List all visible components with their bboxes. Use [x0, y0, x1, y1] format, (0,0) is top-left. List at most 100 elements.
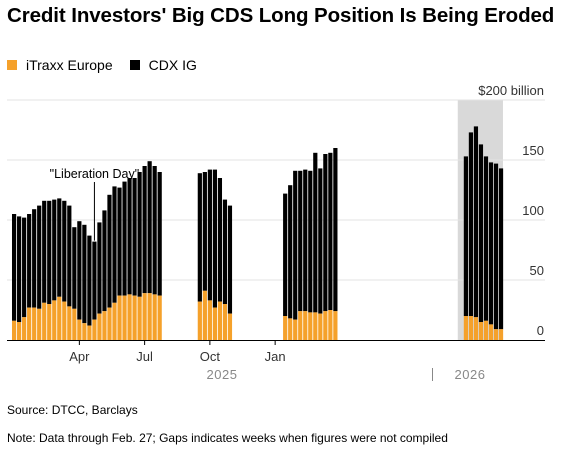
- bar-cdx-ig: [132, 178, 137, 296]
- bar-cdx-ig: [463, 156, 468, 316]
- bar-itraxx-europe: [207, 300, 212, 340]
- bar-cdx-ig: [42, 200, 47, 303]
- bar-itraxx-europe: [17, 322, 22, 340]
- bar-cdx-ig: [77, 221, 82, 320]
- bar-itraxx-europe: [227, 313, 233, 340]
- bar-itraxx-europe: [473, 317, 479, 340]
- bar-itraxx-europe: [42, 302, 47, 340]
- bar-itraxx-europe: [27, 307, 32, 340]
- bar-itraxx-europe: [313, 312, 318, 340]
- bar-cdx-ig: [22, 217, 27, 318]
- bar-cdx-ig: [112, 186, 117, 303]
- bar-cdx-ig: [222, 199, 228, 304]
- x-tick-label: Oct: [200, 349, 221, 364]
- year-label-2025: 2025: [207, 367, 238, 382]
- x-tick-label: Jan: [265, 349, 286, 364]
- bar-itraxx-europe: [97, 313, 102, 340]
- bar-cdx-ig: [67, 205, 72, 307]
- y-tick-label: $200 billion: [478, 83, 544, 98]
- bar-itraxx-europe: [127, 294, 132, 340]
- bar-cdx-ig: [137, 172, 142, 297]
- bar-itraxx-europe: [197, 301, 202, 340]
- x-tick-label: Apr: [69, 349, 90, 364]
- y-tick-label: 100: [522, 203, 544, 218]
- bar-cdx-ig: [318, 168, 323, 314]
- bar-itraxx-europe: [132, 295, 137, 340]
- bar-cdx-ig: [207, 169, 212, 301]
- legend-label-cdx: CDX IG: [148, 57, 197, 73]
- bar-itraxx-europe: [202, 290, 207, 340]
- bar-cdx-ig: [323, 154, 328, 312]
- bar-itraxx-europe: [142, 293, 147, 340]
- bar-itraxx-europe: [52, 300, 57, 340]
- bar-cdx-ig: [117, 187, 122, 296]
- bar-itraxx-europe: [498, 329, 504, 340]
- bar-cdx-ig: [57, 198, 62, 297]
- bar-cdx-ig: [17, 216, 22, 322]
- bar-itraxx-europe: [107, 307, 112, 340]
- bar-cdx-ig: [328, 152, 333, 310]
- bar-itraxx-europe: [463, 316, 468, 340]
- legend: iTraxx Europe CDX IG: [7, 56, 214, 74]
- bar-cdx-ig: [298, 170, 303, 312]
- bar-cdx-ig: [127, 178, 132, 295]
- legend-label-itraxx: iTraxx Europe: [26, 57, 113, 73]
- bar-cdx-ig: [147, 161, 152, 294]
- bar-itraxx-europe: [483, 320, 489, 340]
- bar-cdx-ig: [212, 169, 217, 308]
- bar-cdx-ig: [308, 170, 313, 313]
- bar-cdx-ig: [12, 214, 17, 321]
- bar-itraxx-europe: [318, 313, 323, 340]
- bar-itraxx-europe: [323, 311, 328, 340]
- bar-cdx-ig: [303, 169, 308, 312]
- source-note: Source: DTCC, Barclays: [7, 403, 138, 417]
- bar-itraxx-europe: [478, 322, 484, 340]
- bar-cdx-ig: [37, 205, 42, 309]
- bar-itraxx-europe: [308, 312, 313, 340]
- legend-item-cdx: CDX IG: [129, 57, 197, 73]
- bar-itraxx-europe: [333, 311, 338, 340]
- bar-cdx-ig: [473, 126, 479, 318]
- bar-cdx-ig: [62, 200, 67, 302]
- bar-cdx-ig: [498, 168, 504, 330]
- bar-itraxx-europe: [217, 301, 223, 340]
- x-tick-label: Jul: [136, 349, 153, 364]
- year-label-2026: 2026: [455, 367, 486, 382]
- bar-cdx-ig: [32, 209, 37, 308]
- bar-cdx-ig: [478, 144, 484, 322]
- bar-cdx-ig: [47, 200, 52, 304]
- bar-itraxx-europe: [157, 295, 162, 340]
- legend-swatch-cdx: [129, 60, 140, 70]
- bar-itraxx-europe: [47, 304, 52, 340]
- bar-itraxx-europe: [112, 302, 117, 340]
- bar-itraxx-europe: [77, 319, 82, 340]
- bar-itraxx-europe: [222, 304, 228, 340]
- bar-cdx-ig: [493, 163, 499, 330]
- bar-itraxx-europe: [288, 318, 293, 340]
- bar-cdx-ig: [97, 222, 102, 314]
- bar-itraxx-europe: [12, 320, 17, 340]
- bar-cdx-ig: [27, 214, 32, 308]
- footnote: Note: Data through Feb. 27; Gaps indicat…: [7, 431, 448, 445]
- bar-itraxx-europe: [293, 319, 298, 340]
- bar-cdx-ig: [217, 178, 223, 302]
- bar-cdx-ig: [87, 235, 92, 326]
- chart-title: Credit Investors' Big CDS Long Position …: [7, 4, 555, 27]
- bar-itraxx-europe: [37, 308, 42, 340]
- bar-itraxx-europe: [283, 316, 288, 340]
- bar-cdx-ig: [283, 193, 288, 316]
- bar-cdx-ig: [197, 173, 202, 302]
- bar-cdx-ig: [227, 205, 233, 314]
- bar-itraxx-europe: [32, 307, 37, 340]
- bar-itraxx-europe: [137, 296, 142, 340]
- bar-cdx-ig: [202, 172, 207, 291]
- bar-cdx-ig: [102, 210, 107, 312]
- bar-cdx-ig: [152, 166, 157, 295]
- bar-itraxx-europe: [72, 308, 77, 340]
- bar-cdx-ig: [333, 148, 338, 312]
- bar-itraxx-europe: [328, 310, 333, 340]
- y-tick-label: 150: [522, 143, 544, 158]
- bar-itraxx-europe: [102, 311, 107, 340]
- bar-itraxx-europe: [62, 301, 67, 340]
